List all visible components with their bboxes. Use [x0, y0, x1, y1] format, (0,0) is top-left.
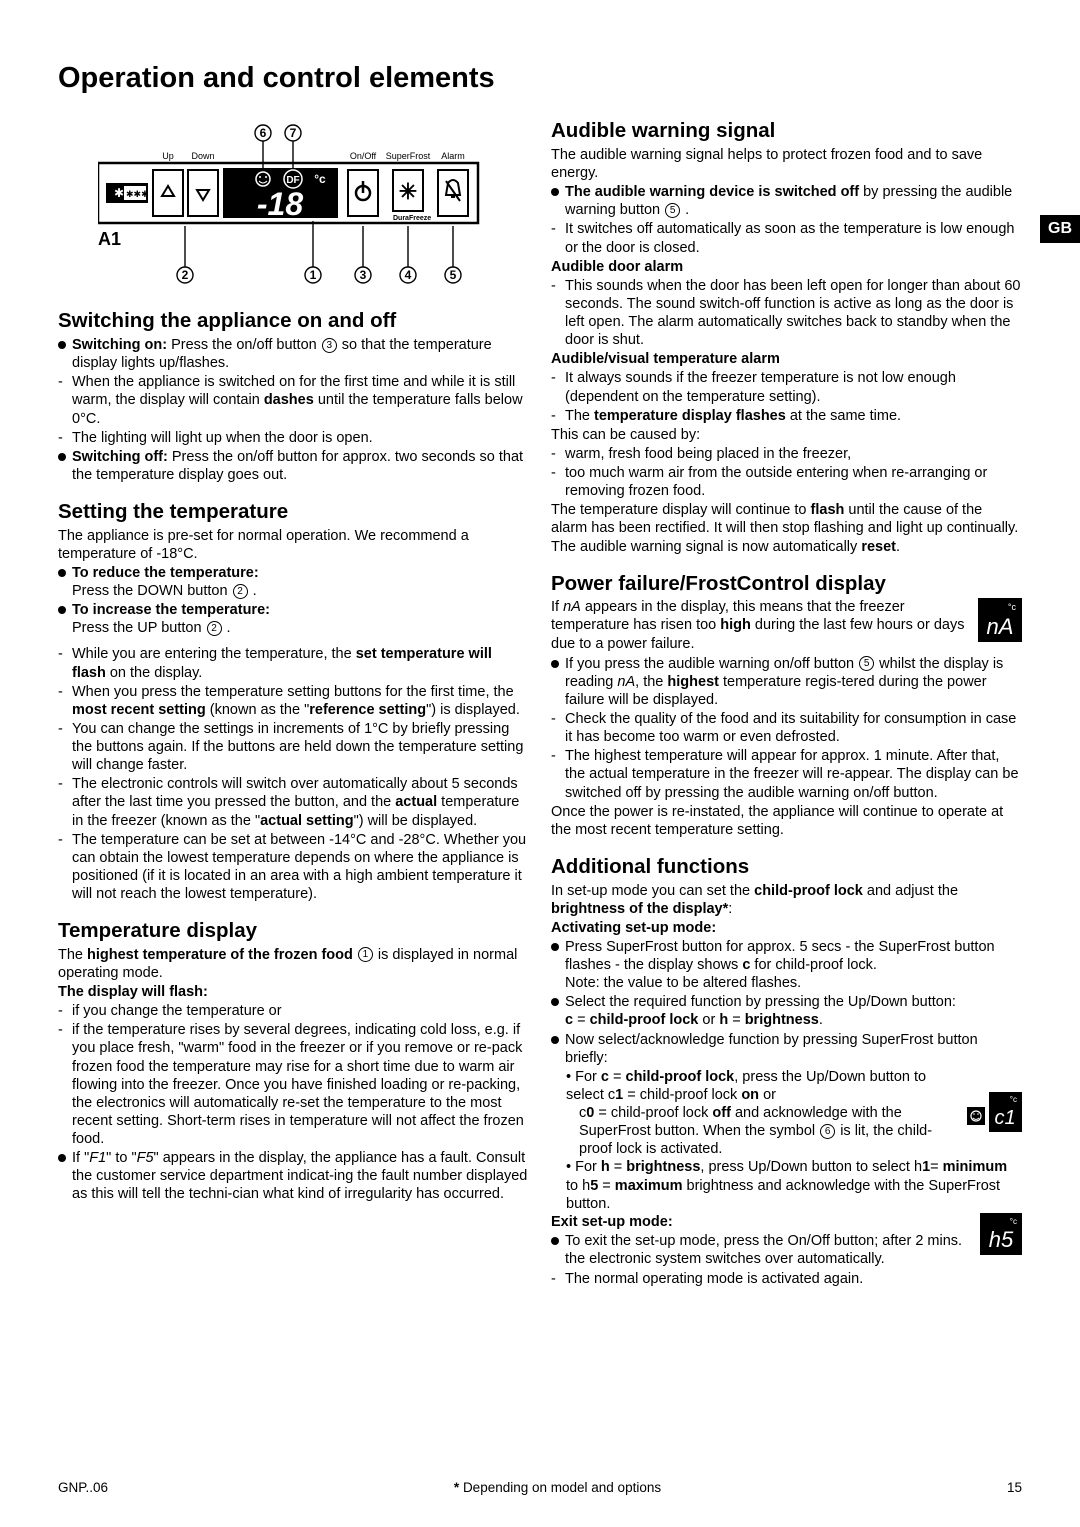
- heading-additional: Additional functions: [551, 854, 1022, 880]
- text: It always sounds if the freezer temperat…: [565, 369, 1022, 405]
- text: Audible/visual temperature alarm: [551, 350, 1022, 368]
- page-number: 15: [1007, 1480, 1022, 1497]
- text: The electronic controls will switch over…: [72, 775, 529, 829]
- text: If nA appears in the display, this means…: [551, 598, 972, 652]
- text: Now select/acknowledge function by press…: [565, 1031, 1022, 1067]
- text: Check the quality of the food and its su…: [565, 710, 1022, 746]
- text: The temperature display will continue to…: [551, 501, 1022, 555]
- text: Exit set-up mode:: [551, 1213, 974, 1231]
- svg-text:Up: Up: [162, 151, 174, 161]
- heading-temp-display: Temperature display: [58, 918, 529, 944]
- svg-text:✱: ✱: [114, 186, 124, 200]
- text: The highest temperature will appear for …: [565, 747, 1022, 801]
- heading-audible: Audible warning signal: [551, 118, 1022, 144]
- heading-power-failure: Power failure/FrostControl display: [551, 571, 1022, 597]
- text: Switching off: Press the on/off button f…: [72, 448, 529, 484]
- text: If "F1" to "F5" appears in the display, …: [72, 1149, 529, 1203]
- text: Once the power is re-instated, the appli…: [551, 803, 1022, 839]
- text: The temperature display flashes at the s…: [565, 407, 1022, 425]
- text: This can be caused by:: [551, 426, 1022, 444]
- text: if the temperature rises by several degr…: [72, 1021, 529, 1148]
- text: Select the required function by pressing…: [565, 993, 1022, 1029]
- text: Audible door alarm: [551, 258, 1022, 276]
- text: if you change the temperature or: [72, 1002, 529, 1020]
- svg-text:✳: ✳: [399, 179, 417, 204]
- text: The temperature can be set at between -1…: [72, 831, 529, 904]
- text: Activating set-up mode:: [551, 919, 1022, 937]
- svg-text:°c: °c: [1010, 1217, 1017, 1226]
- svg-text:h5: h5: [989, 1227, 1014, 1252]
- text: The highest temperature of the frozen fo…: [58, 946, 529, 982]
- text: To exit the set-up mode, press the On/Of…: [565, 1232, 974, 1268]
- text: • For h = brightness, press Up/Down butt…: [551, 1158, 1022, 1212]
- svg-text:°c: °c: [1010, 1095, 1017, 1104]
- svg-text:°c: °c: [314, 172, 326, 186]
- text: too much warm air from the outside enter…: [565, 464, 1022, 500]
- svg-text:DF: DF: [286, 175, 299, 186]
- svg-text:3: 3: [360, 268, 367, 282]
- svg-text:7: 7: [290, 126, 297, 140]
- text: The audible warning device is switched o…: [565, 183, 1022, 219]
- svg-text:Down: Down: [191, 151, 214, 161]
- text: The normal operating mode is activated a…: [565, 1270, 1022, 1288]
- language-badge: GB: [1040, 215, 1080, 243]
- svg-text:SuperFrost: SuperFrost: [386, 151, 431, 161]
- svg-text:A1: A1: [98, 229, 121, 249]
- svg-text:nA: nA: [987, 614, 1014, 639]
- text: You can change the settings in increment…: [72, 720, 529, 774]
- text: When the appliance is switched on for th…: [72, 373, 529, 427]
- svg-text:4: 4: [405, 268, 412, 282]
- text: While you are entering the temperature, …: [72, 645, 529, 681]
- svg-text:5: 5: [450, 268, 457, 282]
- text: The lighting will light up when the door…: [72, 429, 529, 447]
- text: In set-up mode you can set the child-pro…: [551, 882, 1022, 918]
- svg-text:On/Off: On/Off: [350, 151, 377, 161]
- text: To increase the temperature:Press the UP…: [72, 601, 529, 637]
- na-icon: °c nA: [978, 598, 1022, 653]
- svg-text:1: 1: [310, 268, 317, 282]
- text: When you press the temperature setting b…: [72, 683, 529, 719]
- svg-text:✱✱✱: ✱✱✱: [126, 189, 149, 199]
- footer-note: * Depending on model and options: [454, 1480, 661, 1497]
- text: Press SuperFrost button for approx. 5 se…: [565, 938, 1022, 992]
- svg-text:6: 6: [260, 126, 267, 140]
- text: The appliance is pre-set for normal oper…: [58, 527, 529, 563]
- text: warm, fresh food being placed in the fre…: [565, 445, 1022, 463]
- svg-text:2: 2: [182, 268, 189, 282]
- text: Switching on: Press the on/off button 3 …: [72, 336, 529, 372]
- svg-text:DuraFreeze: DuraFreeze: [393, 215, 431, 222]
- footer-model: GNP..06: [58, 1480, 108, 1497]
- text: To reduce the temperature:Press the DOWN…: [72, 564, 529, 600]
- text: If you press the audible warning on/off …: [565, 655, 1022, 709]
- heading-switching: Switching the appliance on and off: [58, 308, 529, 334]
- text: It switches off automatically as soon as…: [565, 220, 1022, 256]
- text: • For c = child-proof lock, press the Up…: [551, 1068, 963, 1104]
- text: This sounds when the door has been left …: [565, 277, 1022, 350]
- c1-icon: °c c1: [967, 1092, 1022, 1137]
- text: c0 = child-proof lock off and acknowledg…: [551, 1104, 963, 1158]
- text: The display will flash:: [58, 983, 529, 1001]
- svg-text:c1: c1: [994, 1107, 1015, 1129]
- page-title: Operation and control elements: [58, 60, 1022, 96]
- heading-setting-temp: Setting the temperature: [58, 499, 529, 525]
- svg-text:Alarm: Alarm: [441, 151, 465, 161]
- text: The audible warning signal helps to prot…: [551, 146, 1022, 182]
- svg-text:-18: -18: [257, 186, 303, 222]
- control-panel-diagram: 6 7 Up Down On/Off SuperFrost Alarm ✱ ✱✱…: [98, 123, 529, 293]
- h5-icon: °ch5: [980, 1213, 1022, 1269]
- svg-text:°c: °c: [1008, 602, 1017, 612]
